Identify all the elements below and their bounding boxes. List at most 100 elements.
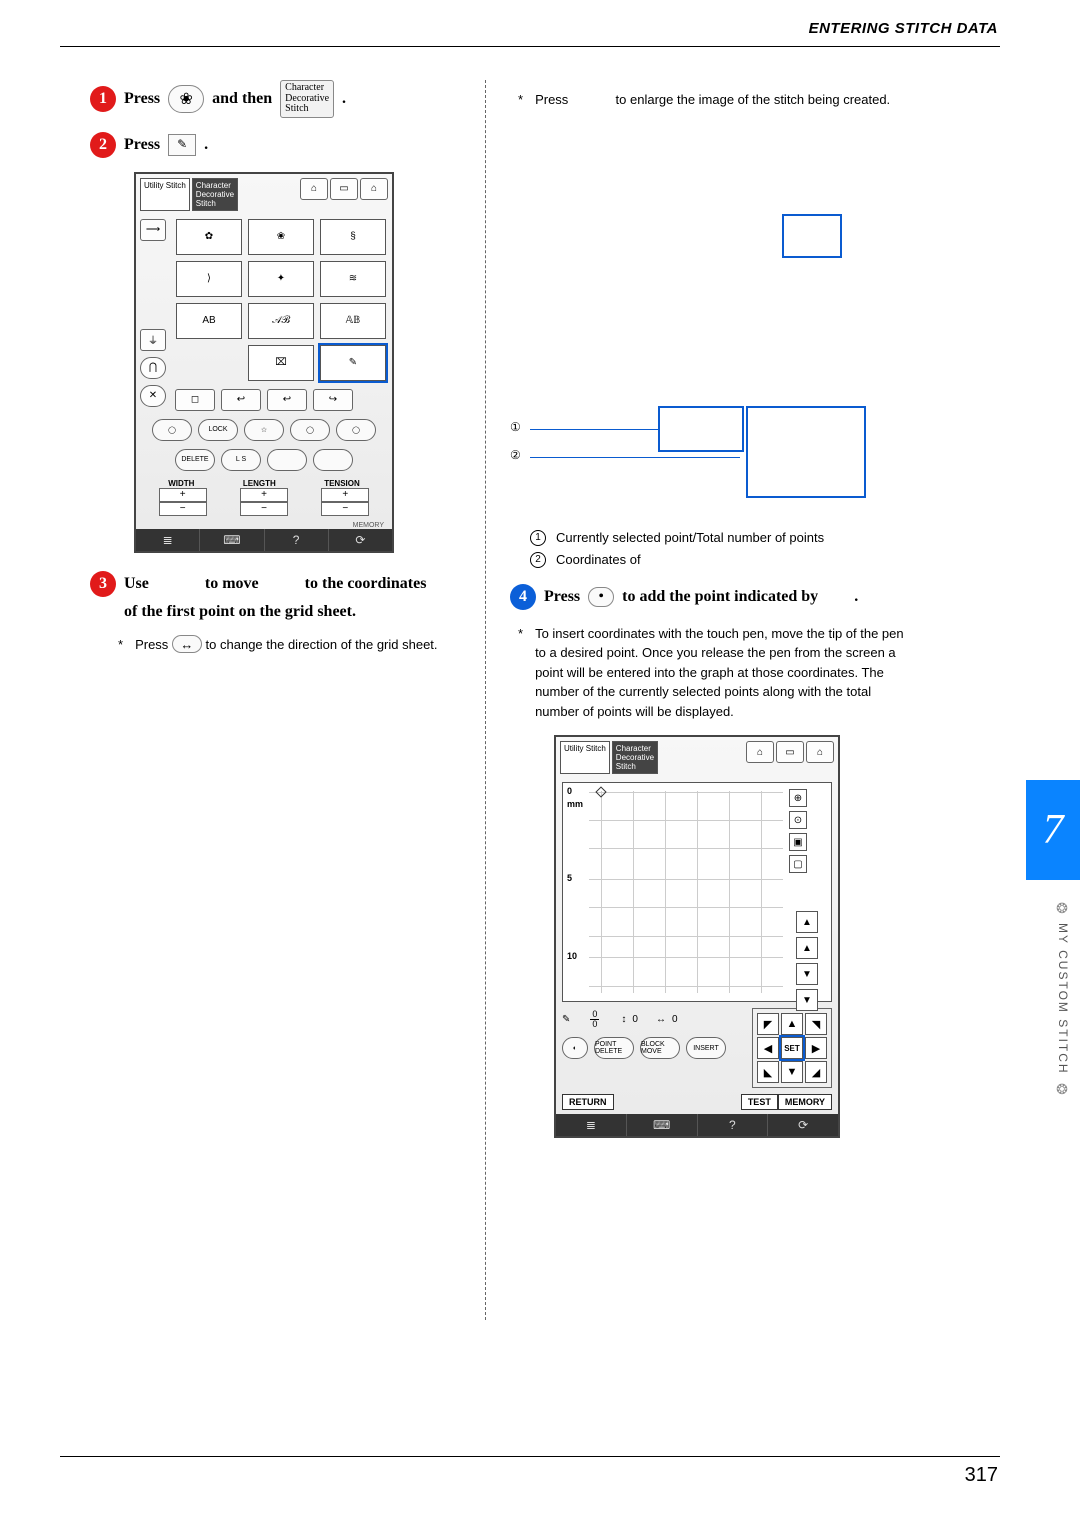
nav-nw[interactable]: ◤ [757,1013,779,1035]
set-point-button[interactable]: • [588,587,614,607]
stitch-cell[interactable]: 𝔸𝔹 [320,303,386,339]
page-number: 317 [965,1464,998,1487]
bottom-bar-btn[interactable]: ⌨ [627,1114,698,1136]
top-icon[interactable]: ⌂ [746,741,774,763]
mid-btn[interactable]: ↩ [267,389,307,411]
tension-minus[interactable]: − [321,502,369,516]
stitch-cell[interactable]: ≋ [320,261,386,297]
nav-sw[interactable]: ◣ [757,1061,779,1083]
scroll-up-icon[interactable]: ▲ [796,937,818,959]
pen-icon[interactable]: ✎ [562,1014,570,1025]
page-header-title: ENTERING STITCH DATA [809,20,998,37]
memory-button[interactable]: MEMORY [778,1094,832,1110]
step-3-note: * Press ↔ to change the direction of the… [118,635,470,655]
callout-figure: ① ② [530,130,890,510]
fig-box [782,214,842,258]
top-icon-1[interactable]: ⌂ [300,178,328,200]
stitch-cell[interactable]: ⌧ [248,345,314,381]
width-minus[interactable]: − [159,502,207,516]
nav-up[interactable]: ▲ [781,1013,803,1035]
stitch-grid-plot[interactable]: ⊕⊙ ▣▢ ▲ ▲ ▼ ▼ 0mm510 [562,782,832,1002]
y-tick-label: 10 [567,951,577,961]
stitch-cell[interactable]: 𝒜ℬ [248,303,314,339]
custom-stitch-cell[interactable]: ✎ [320,345,386,381]
bottom-bar-btn[interactable]: ⟳ [329,529,392,551]
side-btn[interactable]: ▢ [789,855,807,873]
step-3-b: to move [205,575,259,593]
oval-btn[interactable]: ◯ [152,419,192,441]
scroll-down-fast-icon[interactable]: ▼ [796,989,818,1011]
stitch-cell[interactable]: ⟩ [176,261,242,297]
scroll-down-icon[interactable]: ▼ [796,963,818,985]
oval-btn[interactable]: ◯ [336,419,376,441]
char-decorative-stitch-button[interactable]: Character Decorative Stitch [280,80,334,118]
side-btn[interactable]: ▣ [789,833,807,851]
side-btn[interactable]: ⊙ [789,811,807,829]
point-delete-btn[interactable]: POINT DELETE [594,1037,634,1059]
coord-v-arrow-icon: ↕ [621,1014,626,1025]
width-plus[interactable]: + [159,488,207,502]
home-icon[interactable]: ⌂ [806,741,834,763]
nav-set[interactable]: SET [781,1037,803,1059]
step-1-badge: 1 [90,86,116,112]
custom-stitch-tool-button[interactable]: ✎ [168,134,196,156]
preview-area: ⟶ [140,219,166,241]
block-move-btn[interactable]: BLOCK MOVE [640,1037,680,1059]
nav-down[interactable]: ▼ [781,1061,803,1083]
stitch-category-icon[interactable]: ❀ [168,85,204,113]
stitch-cell[interactable]: AB [176,303,242,339]
left-tool-icon[interactable]: ✕ [140,385,166,407]
mid-btn[interactable]: ↩ [221,389,261,411]
stitch-cell[interactable]: ✦ [248,261,314,297]
callout-1-marker: ① [510,420,521,434]
home-icon[interactable]: ⌂ [360,178,388,200]
stitch-cell[interactable]: ❀ [248,219,314,255]
mid-btn[interactable]: ↪ [313,389,353,411]
stitch-cell[interactable]: § [320,219,386,255]
test-button[interactable]: TEST [741,1094,778,1110]
help-btn[interactable]: ? [698,1114,769,1136]
tab-char-decorative[interactable]: Character Decorative Stitch [192,178,238,211]
tab-char-decorative[interactable]: Character Decorative Stitch [612,741,658,774]
bottom-bar-btn[interactable]: ⟳ [768,1114,838,1136]
step-4-period: . [854,588,858,606]
help-btn[interactable]: ? [265,529,329,551]
toggle-btn[interactable]: ◐ [562,1037,588,1059]
tension-plus[interactable]: + [321,488,369,502]
nav-ne[interactable]: ◥ [805,1013,827,1035]
nav-se[interactable]: ◢ [805,1061,827,1083]
tab-utility-stitch[interactable]: Utility Stitch [140,178,190,211]
length-plus[interactable]: + [240,488,288,502]
grid-direction-button[interactable]: ↔ [172,635,202,653]
side-btn[interactable]: ⊕ [789,789,807,807]
ls-btn[interactable]: L S [221,449,261,471]
column-divider [485,80,486,1320]
bottom-bar-btn[interactable]: ≣ [136,529,200,551]
nav-right[interactable]: ▶ [805,1037,827,1059]
length-minus[interactable]: − [240,502,288,516]
stitch-cell[interactable]: ✿ [176,219,242,255]
left-tool-icon[interactable]: ⏚ [140,329,166,351]
callout-2-marker: ② [510,448,521,462]
insert-btn[interactable]: INSERT [686,1037,726,1059]
memory-label[interactable]: MEMORY [136,522,392,529]
oval-btn[interactable]: ◯ [290,419,330,441]
step-2-period: . [204,136,208,154]
mid-btn[interactable]: ◻ [175,389,215,411]
oval-btn[interactable]: LOCK [198,419,238,441]
coord-h-arrow-icon: ↔ [656,1014,666,1025]
nav-left[interactable]: ◀ [757,1037,779,1059]
tab-utility-stitch[interactable]: Utility Stitch [560,741,610,774]
callout-line-2 [530,457,740,458]
top-icon[interactable]: ▭ [776,741,804,763]
scroll-up-fast-icon[interactable]: ▲ [796,911,818,933]
bottom-bar-btn[interactable]: ≣ [556,1114,627,1136]
oval-btn[interactable] [267,449,307,471]
top-icon-2[interactable]: ▭ [330,178,358,200]
oval-btn[interactable] [313,449,353,471]
oval-btn[interactable]: ☆ [244,419,284,441]
delete-btn[interactable]: DELETE [175,449,215,471]
return-button[interactable]: RETURN [562,1094,614,1110]
left-tool-icon[interactable]: ⋂ [140,357,166,379]
bottom-bar-btn[interactable]: ⌨ [200,529,264,551]
